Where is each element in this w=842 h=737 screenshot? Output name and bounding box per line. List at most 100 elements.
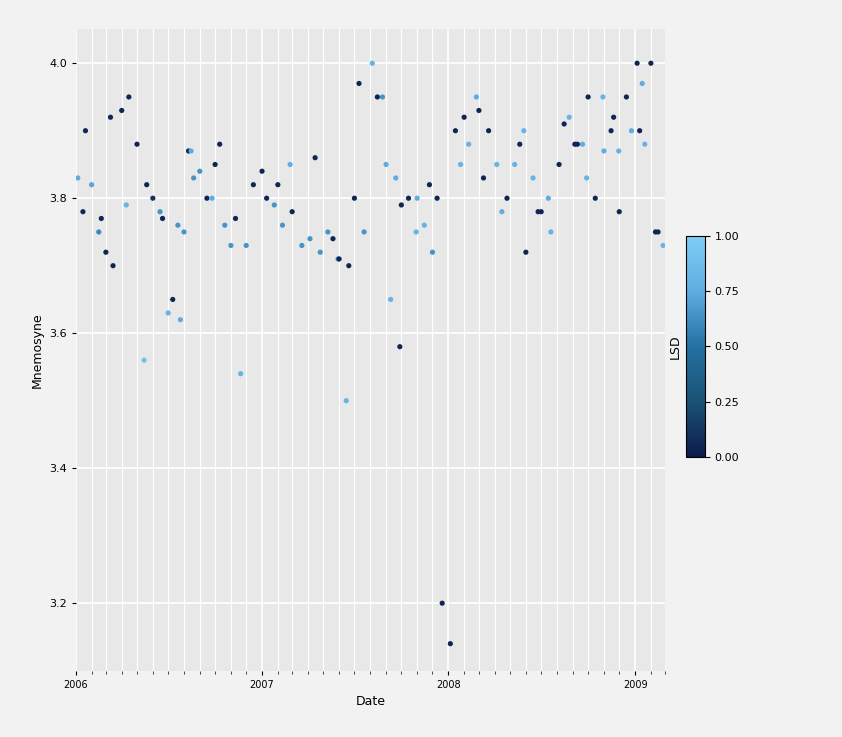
Point bbox=[333, 253, 346, 265]
Point bbox=[162, 307, 175, 319]
Point bbox=[520, 246, 533, 258]
Point bbox=[268, 199, 281, 211]
Point bbox=[187, 172, 200, 184]
Point bbox=[638, 139, 652, 150]
Point bbox=[612, 206, 626, 217]
Point bbox=[418, 220, 431, 231]
Point bbox=[568, 139, 582, 150]
Point bbox=[326, 233, 339, 245]
Point bbox=[332, 253, 345, 265]
Point bbox=[182, 145, 195, 157]
Point bbox=[625, 125, 638, 136]
Point bbox=[477, 172, 490, 184]
Point bbox=[131, 139, 144, 150]
Point bbox=[490, 158, 504, 170]
Point bbox=[92, 226, 105, 238]
Point bbox=[607, 111, 621, 123]
Point bbox=[430, 192, 444, 204]
Point bbox=[517, 125, 530, 136]
Point bbox=[71, 172, 84, 184]
Point bbox=[644, 57, 658, 69]
Point bbox=[444, 638, 457, 649]
Point bbox=[426, 246, 440, 258]
Point bbox=[636, 77, 649, 89]
Point bbox=[620, 91, 633, 103]
Point bbox=[99, 246, 113, 258]
Point bbox=[271, 179, 285, 191]
Point bbox=[122, 91, 136, 103]
Point bbox=[410, 192, 424, 204]
Point bbox=[648, 226, 662, 238]
Point bbox=[295, 240, 308, 251]
Point bbox=[218, 220, 232, 231]
Point bbox=[200, 192, 214, 204]
Y-axis label: Mnemosyne: Mnemosyne bbox=[30, 312, 44, 388]
Point bbox=[526, 172, 540, 184]
Point bbox=[229, 212, 242, 224]
Point bbox=[79, 125, 93, 136]
Point bbox=[596, 91, 610, 103]
Point bbox=[495, 206, 509, 217]
Point bbox=[213, 139, 226, 150]
Point bbox=[384, 293, 397, 305]
Point bbox=[348, 192, 361, 204]
Point bbox=[576, 139, 589, 150]
Point bbox=[376, 91, 389, 103]
Point bbox=[85, 179, 99, 191]
Point bbox=[535, 206, 548, 217]
Point bbox=[177, 226, 190, 238]
Point bbox=[580, 172, 594, 184]
Point bbox=[544, 226, 557, 238]
Point bbox=[321, 226, 334, 238]
Point bbox=[409, 226, 423, 238]
Point bbox=[508, 158, 521, 170]
Point bbox=[500, 192, 514, 204]
Point bbox=[605, 125, 618, 136]
Point bbox=[472, 105, 486, 116]
Point bbox=[357, 226, 370, 238]
Point bbox=[513, 139, 526, 150]
Point bbox=[137, 354, 151, 366]
Point bbox=[284, 158, 297, 170]
Point bbox=[184, 145, 198, 157]
Point bbox=[171, 220, 184, 231]
Point bbox=[557, 118, 571, 130]
Point bbox=[153, 206, 167, 217]
Point bbox=[531, 206, 545, 217]
Point bbox=[224, 240, 237, 251]
Point bbox=[193, 165, 206, 177]
Point bbox=[275, 220, 289, 231]
Point bbox=[449, 125, 462, 136]
Point bbox=[633, 125, 647, 136]
Point bbox=[285, 206, 299, 217]
Point bbox=[435, 597, 449, 609]
Point bbox=[482, 125, 495, 136]
Point bbox=[597, 145, 610, 157]
Point bbox=[342, 260, 355, 272]
Point bbox=[234, 368, 248, 380]
Y-axis label: LSD: LSD bbox=[669, 334, 682, 359]
Point bbox=[571, 139, 584, 150]
Point bbox=[339, 395, 353, 407]
Point bbox=[423, 179, 436, 191]
Point bbox=[255, 165, 269, 177]
Point bbox=[470, 91, 483, 103]
Point bbox=[352, 77, 365, 89]
Point bbox=[457, 111, 471, 123]
Point bbox=[393, 340, 407, 352]
Point bbox=[104, 111, 117, 123]
Point bbox=[106, 260, 120, 272]
Point bbox=[208, 158, 221, 170]
Point bbox=[562, 111, 576, 123]
Point bbox=[76, 206, 89, 217]
Point bbox=[652, 226, 665, 238]
Point bbox=[115, 105, 129, 116]
Point bbox=[166, 293, 179, 305]
Point bbox=[239, 240, 253, 251]
Point bbox=[552, 158, 566, 170]
Point bbox=[365, 57, 379, 69]
Point bbox=[657, 240, 670, 251]
Point bbox=[612, 145, 626, 157]
X-axis label: Date: Date bbox=[355, 695, 386, 708]
Point bbox=[454, 158, 467, 170]
